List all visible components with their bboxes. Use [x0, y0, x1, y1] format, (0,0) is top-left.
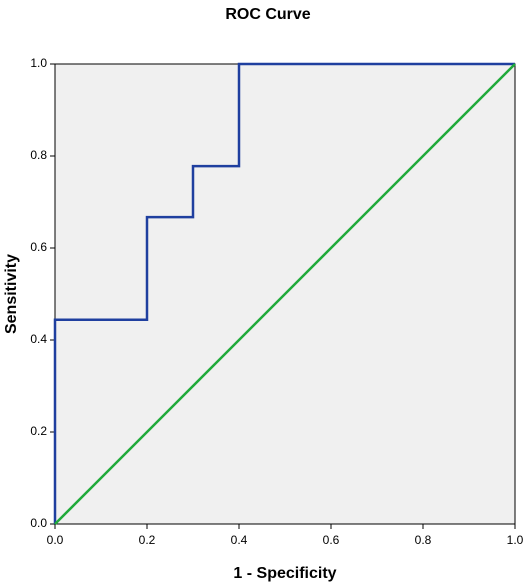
y-tick-label: 0.8 — [30, 148, 47, 162]
y-tick-label: 0.4 — [30, 332, 47, 346]
y-axis-label: Sensitivity — [3, 254, 20, 334]
x-tick-label: 0.2 — [139, 533, 156, 547]
x-tick-label: 0.8 — [415, 533, 432, 547]
x-axis-label: 1 - Specificity — [233, 565, 336, 582]
y-tick-label: 0.2 — [30, 424, 47, 438]
line — [54, 63, 516, 525]
chart-title: ROC Curve — [225, 6, 310, 23]
x-tick-label: 0.4 — [231, 533, 248, 547]
x-tick-label: 0.6 — [323, 533, 340, 547]
x-tick-label: 1.0 — [507, 533, 524, 547]
line — [53, 62, 515, 524]
y-tick-label: 0.0 — [30, 516, 47, 530]
x-tick-label: 0.0 — [47, 533, 64, 547]
y-tick-label: 1.0 — [30, 56, 47, 70]
y-tick-label: 0.6 — [30, 240, 47, 254]
